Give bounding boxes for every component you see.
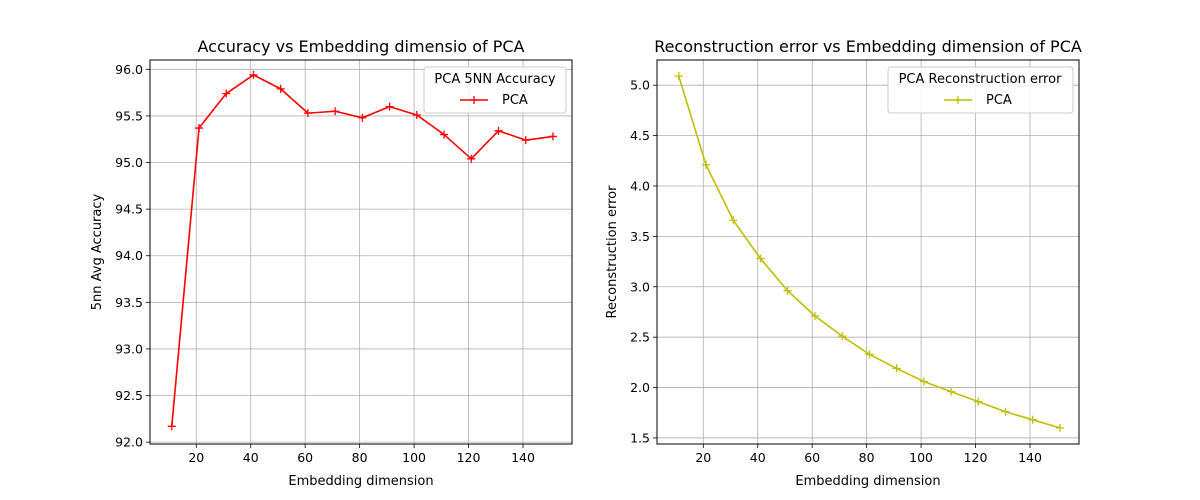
accuracy-y-tick-label: 96.0 <box>115 62 143 77</box>
reconstruction-legend-label: PCA <box>986 93 1012 108</box>
reconstruction-y-axis-label: Reconstruction error <box>605 185 620 319</box>
reconstruction-chart-title: Reconstruction error vs Embedding dimens… <box>654 37 1082 56</box>
reconstruction-legend-marker <box>954 96 962 104</box>
accuracy-data-point[interactable] <box>440 130 449 139</box>
reconstruction-data-point[interactable] <box>756 254 765 263</box>
reconstruction-y-tick-label: 2.0 <box>630 380 650 395</box>
accuracy-data-point[interactable] <box>385 102 394 111</box>
reconstruction-x-tick-label: 120 <box>964 450 988 465</box>
accuracy-x-tick-label: 40 <box>243 450 259 465</box>
accuracy-x-tick-label: 100 <box>402 450 426 465</box>
reconstruction-grid <box>657 60 1079 444</box>
reconstruction-x-tick-label: 60 <box>804 450 820 465</box>
accuracy-y-tick-label: 93.5 <box>115 295 143 310</box>
reconstruction-legend-box <box>887 66 1074 114</box>
reconstruction-data-point[interactable] <box>1028 415 1037 424</box>
reconstruction-data-point[interactable] <box>674 72 683 81</box>
accuracy-data-point[interactable] <box>249 70 258 79</box>
accuracy-y-ticks: 92.0 92.5 93.0 93.5 94.0 94.5 95.0 95.5 96.0 <box>115 62 150 450</box>
reconstruction-x-axis-label: Embedding dimension <box>795 474 940 489</box>
accuracy-legend-marker <box>470 96 478 104</box>
accuracy-y-tick-label: 92.5 <box>115 388 143 403</box>
reconstruction-data-point[interactable] <box>810 312 819 320</box>
accuracy-data-point[interactable] <box>303 109 312 118</box>
accuracy-grid <box>150 60 572 444</box>
reconstruction-data-point[interactable] <box>947 387 956 396</box>
reconstruction-y-tick-label: 3.0 <box>630 279 650 294</box>
accuracy-chart: Accuracy vs Embedding dimensio of PCA 20… <box>90 37 573 489</box>
accuracy-x-ticks: 20 40 60 80 100 120 140 <box>188 444 535 465</box>
reconstruction-y-tick-label: 4.5 <box>630 128 650 143</box>
reconstruction-plot-frame <box>656 59 1080 445</box>
accuracy-x-tick-label: 20 <box>188 450 204 465</box>
accuracy-plot-frame <box>149 59 573 445</box>
accuracy-x-tick-label: 140 <box>511 450 535 465</box>
reconstruction-y-ticks: 1.5 2.0 2.5 3.0 3.5 4.0 4.5 5.0 <box>630 78 657 445</box>
reconstruction-data-point[interactable] <box>838 332 847 341</box>
reconstruction-x-tick-label: 100 <box>909 450 933 465</box>
reconstruction-chart: Reconstruction error vs Embedding dimens… <box>605 37 1082 489</box>
reconstruction-legend[interactable]: PCA Reconstruction error PCA <box>887 66 1074 114</box>
reconstruction-data-point[interactable] <box>974 397 983 406</box>
reconstruction-data-point[interactable] <box>919 377 928 386</box>
reconstruction-y-tick-label: 4.0 <box>630 178 650 193</box>
accuracy-data-point[interactable] <box>412 110 421 119</box>
reconstruction-data-point[interactable] <box>783 286 792 295</box>
accuracy-y-tick-label: 94.5 <box>115 202 143 217</box>
reconstruction-y-tick-label: 2.5 <box>630 330 650 345</box>
reconstruction-data-point[interactable] <box>1055 423 1064 432</box>
reconstruction-legend-title: PCA Reconstruction error <box>899 72 1062 87</box>
accuracy-y-tick-label: 94.0 <box>115 248 143 263</box>
reconstruction-data-point[interactable] <box>702 160 711 169</box>
accuracy-legend-label: PCA <box>502 93 528 108</box>
reconstruction-x-tick-label: 80 <box>859 450 875 465</box>
reconstruction-data-point[interactable] <box>1001 407 1010 416</box>
accuracy-y-tick-label: 93.0 <box>115 341 143 356</box>
reconstruction-data-point[interactable] <box>892 364 901 373</box>
accuracy-data-point[interactable] <box>467 154 476 163</box>
accuracy-y-axis-label: 5nn Avg Accuracy <box>90 193 105 310</box>
accuracy-legend-title: PCA 5NN Accuracy <box>434 72 555 87</box>
reconstruction-series-group <box>674 72 1064 432</box>
accuracy-x-tick-label: 120 <box>457 450 481 465</box>
accuracy-data-point[interactable] <box>358 113 367 122</box>
accuracy-data-point[interactable] <box>167 422 176 431</box>
reconstruction-data-point[interactable] <box>865 350 874 359</box>
accuracy-data-point[interactable] <box>548 132 557 141</box>
accuracy-data-point[interactable] <box>521 136 530 145</box>
accuracy-series-group <box>167 70 557 431</box>
accuracy-x-axis-label: Embedding dimension <box>288 474 433 489</box>
accuracy-x-tick-label: 80 <box>352 450 368 465</box>
reconstruction-y-tick-label: 3.5 <box>630 229 650 244</box>
accuracy-y-tick-label: 95.5 <box>115 108 143 123</box>
accuracy-data-point[interactable] <box>195 124 204 133</box>
accuracy-data-point[interactable] <box>276 84 285 93</box>
reconstruction-x-tick-label: 140 <box>1018 450 1042 465</box>
accuracy-y-tick-label: 92.0 <box>115 435 143 450</box>
accuracy-data-point[interactable] <box>331 107 340 116</box>
accuracy-data-point[interactable] <box>222 89 231 98</box>
reconstruction-data-point[interactable] <box>729 216 738 225</box>
accuracy-legend-box <box>423 66 567 114</box>
accuracy-y-tick-label: 95.0 <box>115 155 143 170</box>
accuracy-data-point[interactable] <box>494 126 503 135</box>
reconstruction-x-ticks: 20 40 60 80 100 120 140 <box>695 444 1042 465</box>
accuracy-x-tick-label: 60 <box>297 450 313 465</box>
accuracy-chart-title: Accuracy vs Embedding dimensio of PCA <box>198 37 525 56</box>
accuracy-legend[interactable]: PCA 5NN Accuracy PCA <box>423 66 567 114</box>
reconstruction-x-tick-label: 40 <box>750 450 766 465</box>
reconstruction-y-tick-label: 1.5 <box>630 430 650 445</box>
reconstruction-x-tick-label: 20 <box>695 450 711 465</box>
reconstruction-y-tick-label: 5.0 <box>630 78 650 93</box>
